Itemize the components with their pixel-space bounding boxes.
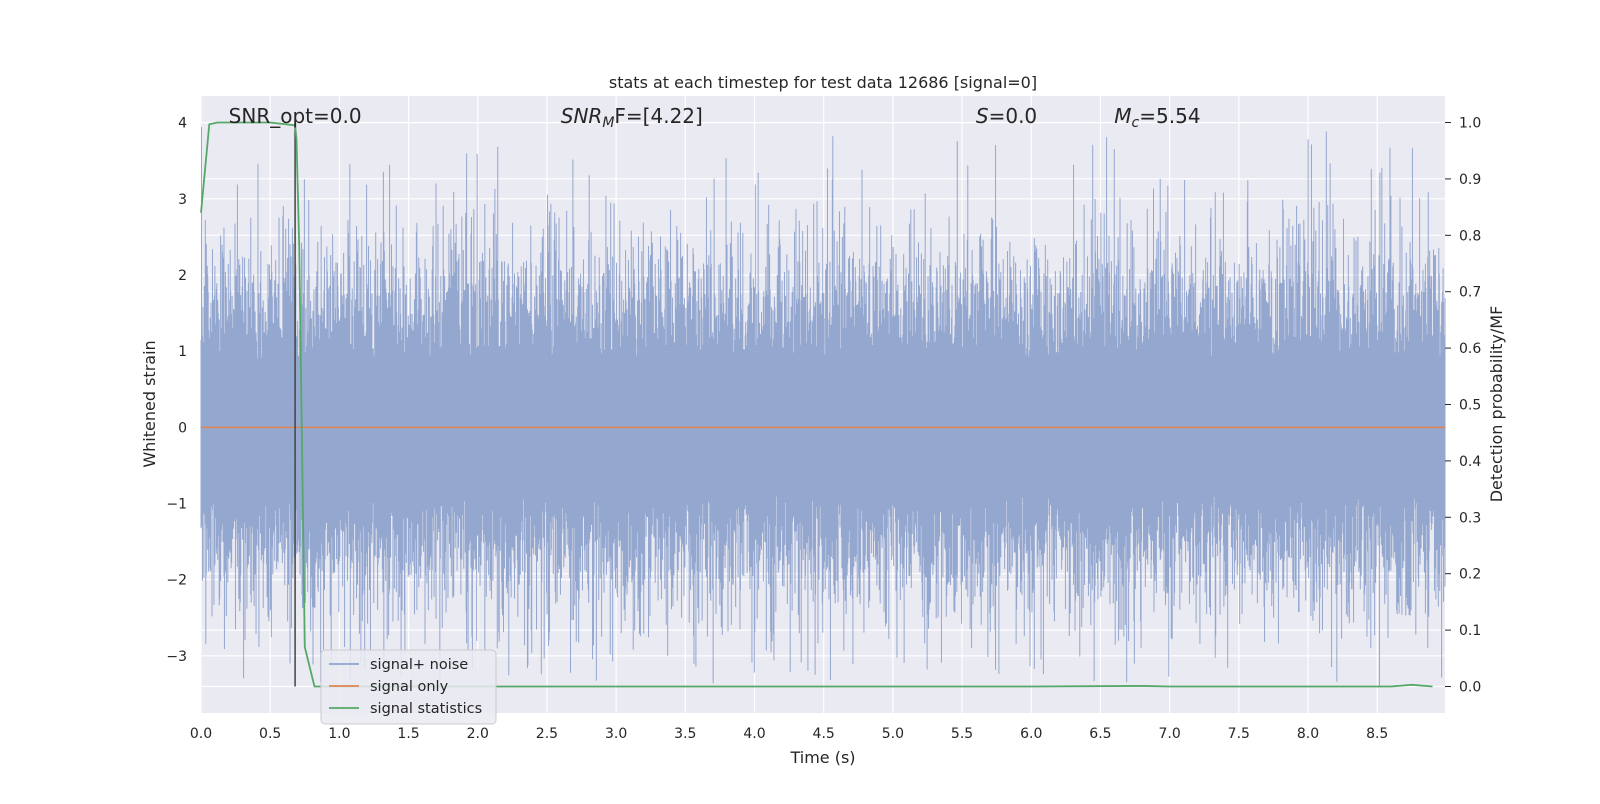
x-tick-label: 3.0 [605, 726, 627, 742]
x-tick-label: 2.5 [536, 726, 558, 742]
y2-tick-label: 0.0 [1459, 679, 1481, 695]
x-tick-label: 5.0 [882, 726, 904, 742]
x-tick-label: 7.0 [1158, 726, 1180, 742]
y-tick-label: 2 [178, 268, 187, 284]
x-tick-label: 2.0 [467, 726, 489, 742]
x-tick-label: 6.0 [1020, 726, 1042, 742]
y2-tick-label: 1.0 [1459, 116, 1481, 132]
y2-tick-label: 0.3 [1459, 510, 1481, 526]
y2-tick-label: 0.1 [1459, 623, 1481, 639]
y-tick-label: −1 [166, 497, 187, 513]
y2-tick-label: 0.6 [1459, 341, 1481, 357]
legend-label-noise: signal+ noise [370, 657, 468, 673]
legend-label-signal: signal only [370, 679, 449, 695]
x-tick-label: 1.5 [397, 726, 419, 742]
annotation-text: SNRMF=[4.22] [561, 104, 703, 131]
y-axis-label: Whitened strain [140, 340, 159, 467]
chart-title: stats at each timestep for test data 126… [609, 73, 1037, 92]
y-tick-label: −3 [166, 649, 187, 665]
legend-label-stats: signal statistics [370, 701, 482, 717]
x-tick-label: 6.5 [1089, 726, 1111, 742]
x-tick-label: 7.5 [1228, 726, 1250, 742]
x-tick-label: 4.0 [743, 726, 765, 742]
legend-box [320, 649, 497, 725]
x-tick-label: 3.5 [674, 726, 696, 742]
annotation-text: Mc=5.54 [1114, 104, 1200, 131]
x-tick-label: 8.0 [1297, 726, 1319, 742]
series-signal-noise [200, 126, 1446, 687]
annotation-text: S=0.0 [976, 104, 1037, 128]
y-tick-label: 0 [178, 420, 187, 436]
y2-axis-label: Detection probability/MF [1487, 306, 1506, 503]
y-tick-label: −2 [166, 573, 187, 589]
annotations: SNR_opt=0.0 SNRMF=[4.22] S=0.0 Mc=5.54 [229, 104, 1201, 131]
y2-tick-label: 0.8 [1459, 228, 1481, 244]
x-tick-label: 1.0 [328, 726, 350, 742]
y2-tick-label: 0.5 [1459, 398, 1481, 414]
y-tick-label: 3 [178, 192, 187, 208]
x-tick-label: 5.5 [951, 726, 973, 742]
y2-tick-label: 0.7 [1459, 285, 1481, 301]
x-tick-label: 0.5 [259, 726, 281, 742]
noise-trace [200, 126, 1446, 687]
y-tick-label: 4 [178, 116, 187, 132]
tick-labels: 0.0 0.5 1.0 1.5 2.0 2.5 3.0 3.5 4.0 4.5 5.0 5.5 6.0 6… [166, 116, 1481, 742]
x-tick-label: 0.0 [190, 726, 212, 742]
y-tick-label: 1 [178, 344, 187, 360]
legend: signal+ noise signal only signal statist… [320, 649, 497, 725]
y2-tick-label: 0.2 [1459, 567, 1481, 583]
x-tick-label: 4.5 [813, 726, 835, 742]
y2-tick-label: 0.9 [1459, 172, 1481, 188]
annotation-text: SNR_opt=0.0 [229, 104, 362, 128]
x-tick-label: 8.5 [1366, 726, 1388, 742]
x-axis-label: Time (s) [789, 748, 855, 767]
y2-tick-label: 0.4 [1459, 454, 1481, 470]
